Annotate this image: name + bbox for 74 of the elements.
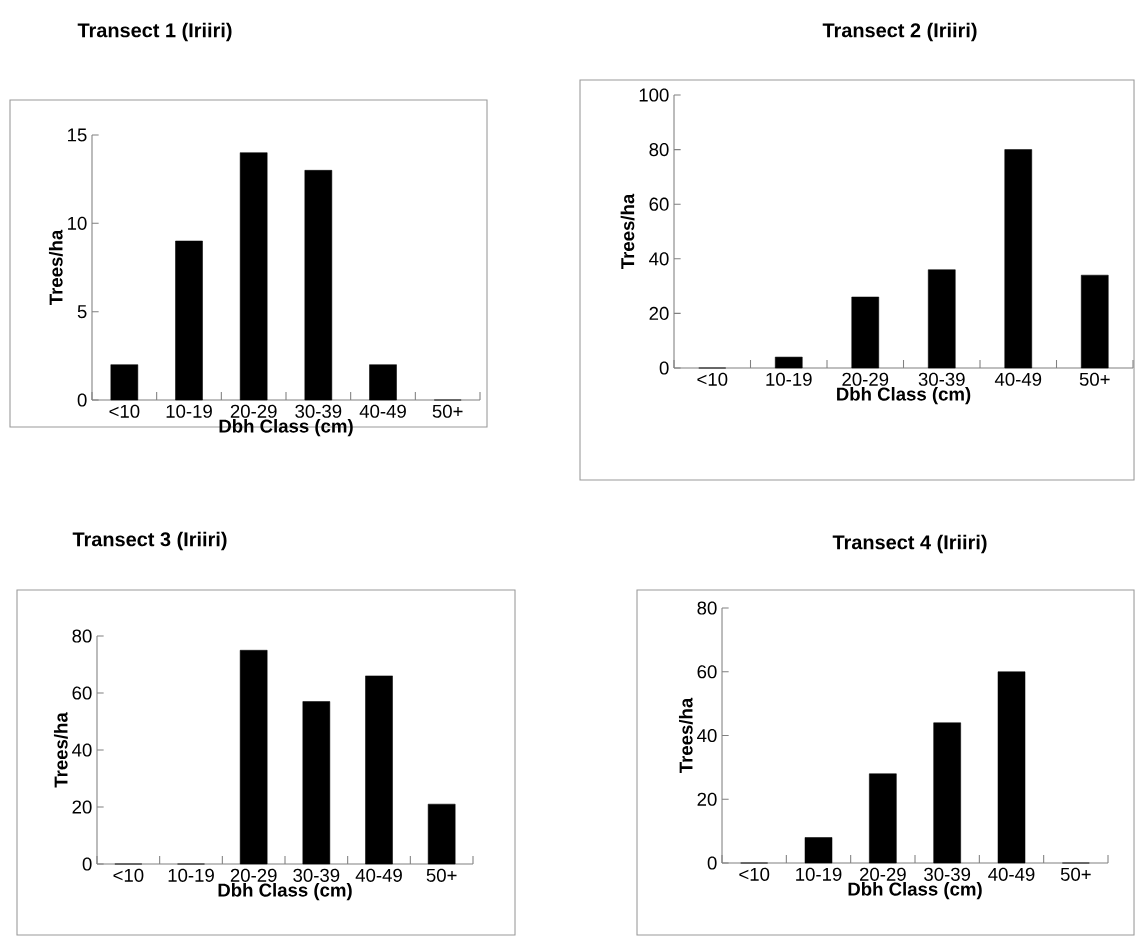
x-tick-label: 20-29 (230, 868, 277, 882)
x-tick-label: 50+ (1060, 867, 1091, 881)
x-tick-label: 20-29 (859, 867, 906, 881)
bar (304, 170, 333, 401)
y-tick-label: 20 (72, 800, 92, 814)
y-tick-label: 20 (697, 792, 717, 806)
y-tick-label: 100 (639, 88, 669, 102)
chart-title: Transect 1 (Iriiri) (77, 22, 232, 42)
bar (110, 364, 139, 401)
y-tick-label: 15 (68, 128, 87, 142)
bar (997, 671, 1026, 864)
x-tick-label: 30-39 (295, 404, 342, 418)
y-axis-title: Trees/ha (48, 229, 63, 306)
bar (1080, 274, 1109, 369)
x-axis-title: Dbh Class (cm) (837, 387, 971, 405)
y-axis-title: Trees/ha (678, 697, 693, 774)
bar (427, 803, 456, 865)
x-axis-title: Dbh Class (cm) (219, 419, 353, 437)
x-tick-label: 20-29 (230, 404, 277, 418)
bar (774, 356, 803, 369)
y-tick-label: 20 (649, 306, 669, 320)
y-tick-label: 60 (649, 197, 669, 211)
x-tick-label: 40-49 (355, 868, 402, 882)
x-tick-label: <10 (697, 372, 728, 386)
x-tick-label: 50+ (426, 868, 457, 882)
x-tick-label: 10-19 (166, 404, 212, 418)
bar (927, 269, 956, 369)
y-axis-title: Trees/ha (53, 712, 68, 788)
x-tick-label: 20-29 (842, 372, 889, 386)
chart-title: Transect 4 (Iriiri) (832, 534, 987, 554)
y-tick-label: 10 (68, 216, 87, 230)
x-tick-label: 40-49 (359, 404, 406, 418)
y-axis-title: Trees/ha (620, 193, 635, 270)
y-tick-label: 0 (82, 857, 92, 871)
chart-title: Transect 3 (Iriiri) (72, 531, 227, 551)
x-tick-label: 10-19 (796, 867, 842, 881)
y-tick-label: 80 (649, 143, 669, 157)
y-tick-label: 60 (697, 665, 717, 679)
x-tick-label: 40-49 (988, 867, 1035, 881)
x-tick-label: 10-19 (168, 868, 214, 882)
x-tick-label: <10 (739, 867, 770, 881)
y-tick-label: 80 (72, 629, 92, 643)
bar (175, 240, 203, 401)
x-tick-label: 30-39 (924, 867, 971, 881)
bar (851, 296, 880, 369)
bar (1004, 149, 1033, 369)
bar (239, 152, 268, 401)
x-tick-label: 30-39 (293, 868, 340, 882)
x-tick-label: 30-39 (918, 372, 965, 386)
y-tick-label: 0 (659, 361, 669, 375)
y-tick-label: 0 (707, 856, 717, 870)
y-tick-label: 40 (649, 252, 669, 266)
x-axis-title: Dbh Class (cm) (848, 882, 982, 900)
bar (869, 773, 897, 864)
x-tick-label: 10-19 (766, 372, 812, 386)
y-tick-label: 40 (697, 728, 717, 743)
x-tick-label: <10 (113, 868, 144, 882)
x-tick-label: <10 (109, 404, 140, 418)
bar (239, 650, 268, 865)
bar (365, 675, 393, 865)
y-tick-label: 0 (77, 393, 87, 407)
x-tick-label: 50+ (1079, 372, 1110, 386)
bar (933, 722, 961, 864)
y-tick-label: 80 (697, 601, 717, 615)
y-tick-label: 5 (77, 305, 87, 319)
bar (804, 837, 833, 864)
x-axis-title: Dbh Class (cm) (218, 883, 352, 901)
x-tick-label: 50+ (432, 404, 463, 418)
x-tick-label: 40-49 (994, 372, 1042, 386)
bar (302, 701, 331, 865)
y-tick-label: 40 (72, 743, 92, 757)
bar (369, 364, 397, 401)
y-tick-label: 60 (72, 686, 92, 700)
chart-title: Transect 2 (Iriiri) (822, 22, 977, 42)
